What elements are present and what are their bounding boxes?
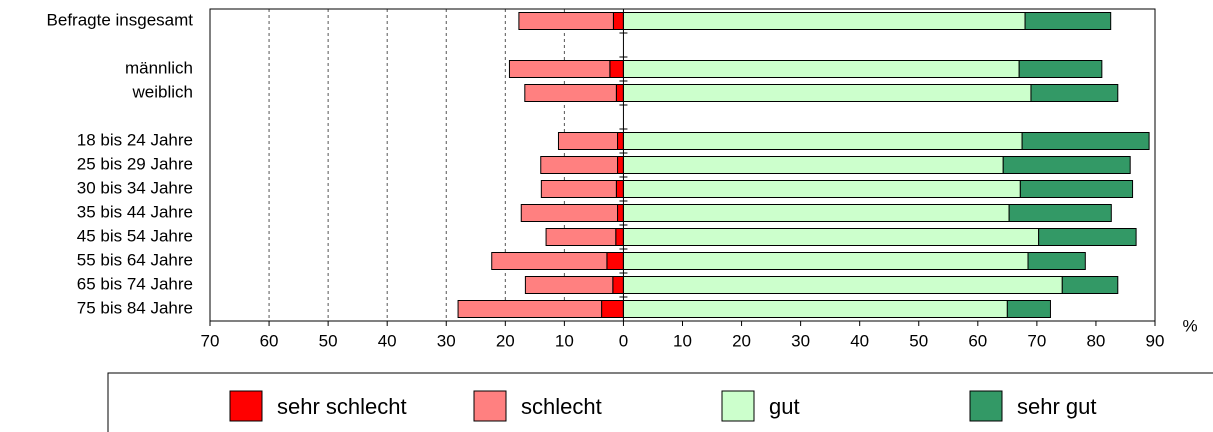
bar-segment <box>540 180 617 198</box>
bar-segment <box>1027 252 1086 270</box>
x-tick-label: 20 <box>496 331 515 350</box>
legend-label: gut <box>769 394 800 419</box>
y-tick-label: 18 bis 24 Jahre <box>77 130 193 149</box>
bar-segment <box>524 276 614 294</box>
bar-segment <box>1024 12 1112 30</box>
bar-segment <box>612 12 624 30</box>
legend-swatch <box>721 390 755 422</box>
bar-segment <box>520 204 619 222</box>
x-tick-label: 40 <box>378 331 397 350</box>
bar-segment <box>1006 300 1051 318</box>
y-tick-label: männlich <box>125 58 193 77</box>
bar-segment <box>1061 276 1119 294</box>
bar-segment <box>540 156 619 174</box>
bar-segment <box>617 156 624 174</box>
bar-segment <box>622 276 1063 294</box>
legend-box <box>107 372 1213 432</box>
bar-segment <box>622 228 1040 246</box>
x-tick-label: 10 <box>555 331 574 350</box>
y-tick-label: Befragte insgesamt <box>47 10 194 29</box>
x-tick-label: 70 <box>201 331 220 350</box>
x-tick-label: 60 <box>260 331 279 350</box>
bar-segment <box>606 252 624 270</box>
bar-segment <box>609 60 624 78</box>
legend-label: schlecht <box>521 394 602 419</box>
bar-segment <box>491 252 608 270</box>
bar-segment <box>622 84 1032 102</box>
x-tick-label: 30 <box>791 331 810 350</box>
bar-segment <box>1030 84 1119 102</box>
x-tick-label: 30 <box>437 331 456 350</box>
y-tick-label: 30 bis 34 Jahre <box>77 178 193 197</box>
bar-segment <box>1038 228 1137 246</box>
bar-segment <box>617 132 624 150</box>
bar-segment <box>1002 156 1131 174</box>
bar-segment <box>545 228 617 246</box>
x-tick-label: 70 <box>1027 331 1046 350</box>
bar-segment <box>622 204 1010 222</box>
bar-segment <box>457 300 603 318</box>
y-tick-label: 75 bis 84 Jahre <box>77 298 193 317</box>
x-tick-label: 40 <box>850 331 869 350</box>
bar-segment <box>622 180 1021 198</box>
bar-segment <box>601 300 624 318</box>
bar-segment <box>524 84 617 102</box>
bar-segment <box>1021 132 1150 150</box>
bar-segment <box>557 132 619 150</box>
bar-segment <box>615 84 624 102</box>
bar-segment <box>615 180 624 198</box>
legend-swatch <box>229 390 263 422</box>
x-tick-label: 80 <box>1086 331 1105 350</box>
legend-swatch <box>473 390 507 422</box>
legend-label: sehr gut <box>1017 394 1097 419</box>
bar-segment <box>622 156 1004 174</box>
bar-segment <box>617 204 624 222</box>
legend-swatch <box>969 390 1003 422</box>
y-tick-label: 25 bis 29 Jahre <box>77 154 193 173</box>
x-axis-label: % <box>1182 316 1197 335</box>
x-tick-label: 60 <box>968 331 987 350</box>
bar-segment <box>612 276 624 294</box>
y-tick-label: 45 bis 54 Jahre <box>77 226 193 245</box>
legend-label: sehr schlecht <box>277 394 407 419</box>
y-tick-label: weiblich <box>132 82 193 101</box>
bar-segment <box>622 300 1008 318</box>
bar-segment <box>622 252 1029 270</box>
y-tick-label: 35 bis 44 Jahre <box>77 202 193 221</box>
x-tick-label: 50 <box>319 331 338 350</box>
bar-segment <box>1018 60 1103 78</box>
x-tick-label: 50 <box>909 331 928 350</box>
y-tick-label: 65 bis 74 Jahre <box>77 274 193 293</box>
bar-segment <box>615 228 624 246</box>
bar-segment <box>1019 180 1134 198</box>
bar-segment <box>508 60 611 78</box>
bar-segment <box>622 60 1020 78</box>
bar-segment <box>622 12 1026 30</box>
bar-segment <box>1008 204 1112 222</box>
bar-segment <box>518 12 614 30</box>
x-tick-label: 20 <box>732 331 751 350</box>
bar-segment <box>622 132 1023 150</box>
x-tick-label: 0 <box>619 331 628 350</box>
x-tick-label: 10 <box>673 331 692 350</box>
y-tick-label: 55 bis 64 Jahre <box>77 250 193 269</box>
x-tick-label: 90 <box>1146 331 1165 350</box>
